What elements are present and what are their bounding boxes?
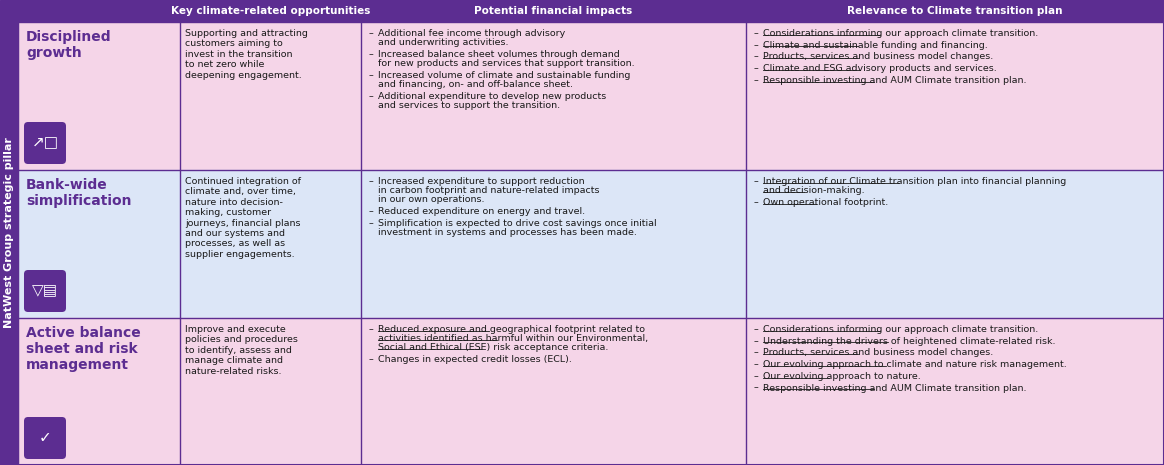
Text: Increased volume of climate and sustainable funding: Increased volume of climate and sustaina… xyxy=(378,71,631,80)
FancyBboxPatch shape xyxy=(24,270,66,312)
Text: Potential financial impacts: Potential financial impacts xyxy=(475,6,632,16)
Text: –: – xyxy=(754,337,759,345)
Text: Own operational footprint.: Own operational footprint. xyxy=(762,198,888,207)
Text: Continued integration of
climate and, over time,
nature into decision-
making, c: Continued integration of climate and, ov… xyxy=(185,177,301,259)
Text: Social and Ethical (ESE) risk acceptance criteria.: Social and Ethical (ESE) risk acceptance… xyxy=(378,343,609,352)
Text: –: – xyxy=(369,219,374,228)
Text: –: – xyxy=(369,92,374,101)
Text: Products, services and business model changes.: Products, services and business model ch… xyxy=(762,348,993,358)
Text: Climate and sustainable funding and financing.: Climate and sustainable funding and fina… xyxy=(762,41,988,50)
Text: and decision-making.: and decision-making. xyxy=(762,186,865,195)
Text: for new products and services that support transition.: for new products and services that suppo… xyxy=(378,59,634,68)
Text: –: – xyxy=(754,29,759,38)
Text: –: – xyxy=(369,177,374,186)
Bar xyxy=(17,318,1164,465)
Text: in carbon footprint and nature-related impacts: in carbon footprint and nature-related i… xyxy=(378,186,599,195)
Text: ↗□: ↗□ xyxy=(31,135,58,151)
Text: Our evolving approach to climate and nature risk management.: Our evolving approach to climate and nat… xyxy=(762,360,1066,369)
Text: –: – xyxy=(754,348,759,358)
Text: and underwriting activities.: and underwriting activities. xyxy=(378,38,509,47)
Text: Increased expenditure to support reduction: Increased expenditure to support reducti… xyxy=(378,177,584,186)
Text: Considerations informing our approach climate transition.: Considerations informing our approach cl… xyxy=(762,29,1038,38)
Text: Supporting and attracting
customers aiming to
invest in the transition
to net ze: Supporting and attracting customers aimi… xyxy=(185,29,307,80)
Text: –: – xyxy=(754,325,759,334)
Text: –: – xyxy=(754,177,759,186)
Text: –: – xyxy=(754,76,759,85)
Text: –: – xyxy=(754,372,759,381)
Text: –: – xyxy=(369,50,374,59)
FancyBboxPatch shape xyxy=(24,122,66,164)
Text: –: – xyxy=(369,325,374,334)
Text: –: – xyxy=(369,355,374,364)
Text: Increased balance sheet volumes through demand: Increased balance sheet volumes through … xyxy=(378,50,619,59)
Text: Considerations informing our approach climate transition.: Considerations informing our approach cl… xyxy=(762,325,1038,334)
Text: Products, services and business model changes.: Products, services and business model ch… xyxy=(762,53,993,61)
Text: Relevance to Climate transition plan: Relevance to Climate transition plan xyxy=(847,6,1063,16)
Text: –: – xyxy=(369,29,374,38)
Text: Disciplined
growth: Disciplined growth xyxy=(26,30,112,60)
Text: –: – xyxy=(754,53,759,61)
Text: –: – xyxy=(754,64,759,73)
Bar xyxy=(17,22,1164,170)
Text: Additional fee income through advisory: Additional fee income through advisory xyxy=(378,29,566,38)
Text: Integration of our Climate transition plan into financial planning: Integration of our Climate transition pl… xyxy=(762,177,1066,186)
Text: activities identified as harmful within our Environmental,: activities identified as harmful within … xyxy=(378,334,648,343)
Text: Active balance
sheet and risk
management: Active balance sheet and risk management xyxy=(26,326,141,372)
Text: Understanding the drivers of heightened climate-related risk.: Understanding the drivers of heightened … xyxy=(762,337,1056,345)
Text: –: – xyxy=(754,360,759,369)
Text: Responsible investing and AUM Climate transition plan.: Responsible investing and AUM Climate tr… xyxy=(762,384,1027,392)
Text: Reduced exposure and geographical footprint related to: Reduced exposure and geographical footpr… xyxy=(378,325,645,334)
Text: –: – xyxy=(369,207,374,216)
Text: and services to support the transition.: and services to support the transition. xyxy=(378,101,560,110)
Text: and financing, on- and off-balance sheet.: and financing, on- and off-balance sheet… xyxy=(378,80,573,89)
Text: Additional expenditure to develop new products: Additional expenditure to develop new pr… xyxy=(378,92,606,101)
FancyBboxPatch shape xyxy=(24,417,66,459)
Text: investment in systems and processes has been made.: investment in systems and processes has … xyxy=(378,228,637,237)
Text: Simplification is expected to drive cost savings once initial: Simplification is expected to drive cost… xyxy=(378,219,656,228)
Text: ✓: ✓ xyxy=(38,431,51,445)
Text: ▽▤: ▽▤ xyxy=(31,284,58,299)
Bar xyxy=(17,170,1164,318)
Text: Key climate-related opportunities: Key climate-related opportunities xyxy=(171,6,370,16)
Text: –: – xyxy=(754,384,759,392)
Text: in our own operations.: in our own operations. xyxy=(378,195,484,205)
Text: –: – xyxy=(754,198,759,207)
Bar xyxy=(0,0,17,465)
Text: Our evolving approach to nature.: Our evolving approach to nature. xyxy=(762,372,921,381)
Text: Improve and execute
policies and procedures
to identify, assess and
manage clima: Improve and execute policies and procedu… xyxy=(185,325,298,376)
Text: –: – xyxy=(369,71,374,80)
Text: Climate and ESG advisory products and services.: Climate and ESG advisory products and se… xyxy=(762,64,996,73)
Text: NatWest Group strategic pillar: NatWest Group strategic pillar xyxy=(3,137,14,328)
Bar xyxy=(17,0,1164,22)
Text: Changes in expected credit losses (ECL).: Changes in expected credit losses (ECL). xyxy=(378,355,572,364)
Text: Reduced expenditure on energy and travel.: Reduced expenditure on energy and travel… xyxy=(378,207,585,216)
Text: Responsible investing and AUM Climate transition plan.: Responsible investing and AUM Climate tr… xyxy=(762,76,1027,85)
Text: –: – xyxy=(754,41,759,50)
Text: Bank-wide
simplification: Bank-wide simplification xyxy=(26,178,132,208)
